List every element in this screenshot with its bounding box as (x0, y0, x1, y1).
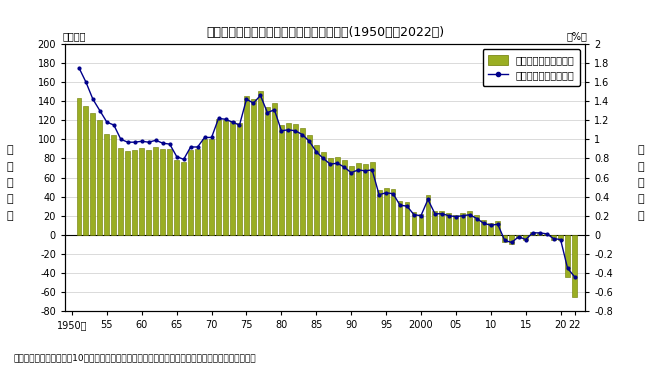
Bar (314, 145, 318, 235)
Bar (342, 160, 346, 235)
Bar (223, 120, 228, 235)
Bar (384, 188, 389, 235)
Title: 総人口の人口増減数及び人口増減率の推移(1950年〜2022年): 総人口の人口増減数及び人口増減率の推移(1950年〜2022年) (206, 26, 444, 38)
Bar (482, 220, 486, 235)
Bar (363, 164, 368, 235)
Bar (216, 119, 221, 235)
Bar (272, 103, 277, 235)
Bar (426, 195, 430, 235)
Text: 人
口
増
減
数: 人 口 増 減 数 (6, 145, 13, 221)
Bar (460, 213, 465, 235)
Text: （%）: （%） (567, 31, 588, 41)
Bar (90, 113, 96, 235)
Bar (447, 213, 451, 235)
Bar (146, 150, 151, 235)
Text: 注）人口増減率は、前年10月から当年９月までの人口増減数を前年人口（期首人口）で除したもの: 注）人口増減率は、前年10月から当年９月までの人口増減数を前年人口（期首人口）で… (13, 353, 255, 362)
Bar (391, 189, 395, 235)
Bar (356, 163, 361, 235)
Bar (139, 148, 144, 235)
Bar (335, 157, 340, 235)
Bar (558, 235, 563, 240)
Text: 人
口
増
減
率: 人 口 増 減 率 (638, 145, 644, 221)
Bar (77, 98, 81, 235)
Bar (161, 149, 165, 235)
Bar (265, 107, 270, 235)
Bar (474, 215, 479, 235)
Bar (300, 128, 305, 235)
Bar (502, 235, 507, 242)
Bar (174, 160, 179, 235)
Bar (376, 190, 382, 235)
Bar (98, 120, 102, 235)
Bar (398, 201, 402, 235)
Bar (572, 235, 577, 297)
Text: （万人）: （万人） (62, 31, 86, 41)
Bar (293, 124, 298, 235)
Bar (523, 235, 528, 240)
Bar (83, 106, 88, 235)
Bar (467, 211, 473, 235)
Bar (167, 149, 172, 235)
Bar (516, 235, 521, 238)
Bar (153, 147, 158, 235)
Bar (188, 150, 193, 235)
Bar (125, 151, 130, 235)
Bar (244, 96, 249, 235)
Bar (105, 134, 109, 235)
Bar (495, 221, 500, 235)
Bar (279, 125, 284, 235)
Bar (488, 223, 493, 235)
Legend: 人口増減数（左目盛）, 人口増減率（右目盛）: 人口増減数（左目盛）, 人口増減率（右目盛） (482, 49, 580, 86)
Bar (419, 214, 423, 235)
Bar (209, 139, 214, 235)
Bar (544, 234, 549, 235)
Bar (404, 202, 410, 235)
Bar (565, 235, 570, 277)
Bar (111, 135, 116, 235)
Bar (454, 215, 458, 235)
Bar (258, 91, 263, 235)
Bar (328, 158, 333, 235)
Bar (551, 235, 556, 239)
Bar (118, 148, 124, 235)
Bar (321, 152, 326, 235)
Bar (307, 135, 312, 235)
Bar (349, 166, 354, 235)
Bar (230, 121, 235, 235)
Bar (181, 162, 186, 235)
Bar (251, 99, 256, 235)
Bar (432, 211, 437, 235)
Bar (133, 150, 137, 235)
Bar (286, 123, 291, 235)
Bar (439, 211, 445, 235)
Bar (195, 149, 200, 235)
Bar (370, 162, 374, 235)
Bar (237, 123, 242, 235)
Bar (509, 235, 514, 244)
Bar (530, 232, 535, 235)
Bar (202, 139, 207, 235)
Bar (537, 233, 542, 235)
Bar (411, 212, 417, 235)
